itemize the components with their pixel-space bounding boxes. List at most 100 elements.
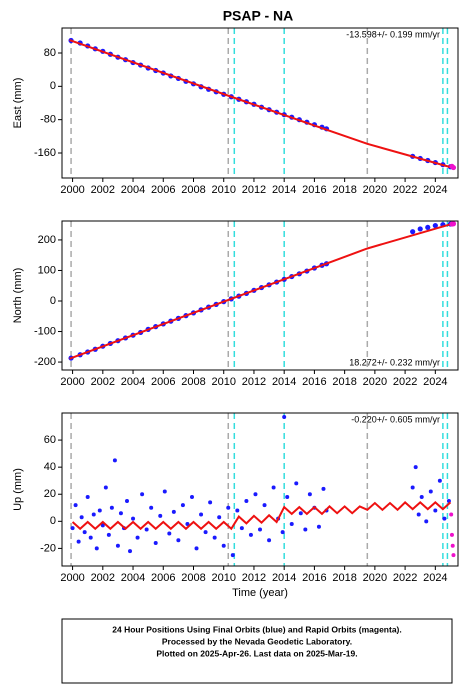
data-point: [85, 494, 90, 499]
data-point: [76, 539, 81, 544]
data-point: [298, 511, 303, 516]
data-point: [428, 489, 433, 494]
data-point: [282, 415, 287, 420]
data-point: [221, 543, 226, 548]
y-tick-label: 20: [44, 488, 56, 500]
data-point: [258, 527, 262, 532]
data-point: [185, 522, 190, 527]
plot-frame: [61, 220, 459, 371]
data-point: [442, 516, 447, 521]
x-tick-label: 2014: [272, 376, 296, 388]
chart-title: PSAP - NA: [223, 8, 294, 24]
data-point: [450, 221, 457, 227]
data-point: [248, 532, 253, 537]
rate-annotation: 18.272+/- 0.232 mm/yr: [349, 357, 440, 367]
x-tick-label: 2018: [332, 184, 356, 196]
data-point: [115, 543, 120, 548]
data-point: [451, 553, 456, 558]
x-tick-label: 2018: [332, 572, 356, 584]
data-point: [189, 494, 194, 499]
plot-frame: [61, 27, 459, 179]
data-point: [118, 511, 123, 516]
data-point: [149, 505, 154, 510]
x-tick-label: 2022: [393, 572, 417, 584]
x-tick-label: 2006: [151, 572, 175, 584]
data-point: [203, 530, 208, 535]
x-tick-label: 2008: [181, 376, 205, 388]
plot-area: [70, 413, 456, 566]
x-tick-label: 2002: [91, 376, 115, 388]
x-axis-label: Time (year): [232, 587, 288, 599]
x-tick-label: 2010: [211, 376, 235, 388]
data-point: [410, 229, 416, 235]
data-point: [144, 527, 149, 532]
data-point: [158, 513, 163, 518]
x-tick-label: 2012: [242, 376, 266, 388]
x-tick-label: 2002: [91, 572, 115, 584]
data-point: [253, 492, 258, 497]
data-point: [432, 222, 438, 229]
data-point: [79, 515, 84, 520]
data-point: [94, 546, 99, 551]
data-point: [135, 535, 140, 540]
y-axis-label: East (mm): [12, 78, 24, 129]
data-point: [167, 531, 172, 536]
y-tick-label: 200: [38, 234, 56, 246]
data-point: [97, 508, 102, 513]
data-point: [128, 549, 133, 554]
y-tick-label: -200: [34, 356, 56, 368]
y-axis-label: North (mm): [12, 268, 24, 324]
data-point: [294, 481, 299, 486]
data-point: [235, 508, 240, 513]
y-tick-label: 0: [50, 80, 56, 92]
data-point: [153, 540, 158, 545]
footer-line: Processed by the Nevada Geodetic Laborat…: [162, 636, 352, 646]
data-point: [212, 535, 217, 540]
data-point: [321, 486, 326, 491]
data-point: [244, 499, 249, 504]
data-point: [433, 508, 438, 513]
y-tick-label: 60: [44, 434, 56, 446]
y-tick-label: 40: [44, 461, 56, 473]
model-line: [71, 500, 452, 531]
x-tick-label: 2014: [272, 572, 296, 584]
data-point: [226, 505, 231, 510]
footer-box: [61, 618, 453, 684]
rate-annotation: -0.220+/- 0.605 mm/yr: [351, 414, 440, 424]
model-line: [69, 222, 454, 360]
data-point: [103, 485, 108, 490]
data-point: [73, 503, 78, 508]
plot-frame: [61, 412, 459, 567]
data-point: [176, 538, 181, 543]
y-tick-label: 0: [50, 295, 56, 307]
y-tick-label: -100: [34, 325, 56, 337]
data-point: [437, 478, 442, 483]
x-tick-label: 2000: [60, 376, 84, 388]
data-point: [100, 523, 105, 528]
x-tick-label: 2014: [272, 184, 296, 196]
x-tick-label: 2016: [302, 376, 326, 388]
x-tick-label: 2000: [60, 184, 84, 196]
y-tick-label: -160: [34, 147, 56, 159]
data-point: [449, 532, 454, 537]
data-point: [199, 512, 204, 517]
y-axis-label: Up (mm): [12, 468, 24, 511]
x-tick-label: 2004: [121, 376, 145, 388]
data-point: [140, 492, 145, 497]
x-tick-label: 2022: [393, 184, 417, 196]
x-tick-label: 2020: [363, 376, 387, 388]
x-tick-label: 2016: [302, 572, 326, 584]
y-tick-label: -80: [40, 114, 56, 126]
data-point: [109, 505, 114, 510]
y-tick-label: 0: [50, 515, 56, 527]
x-tick-label: 2016: [302, 184, 326, 196]
data-point: [217, 515, 222, 520]
plot-area: [68, 221, 457, 370]
data-point: [70, 526, 75, 531]
data-point: [131, 516, 136, 521]
data-point: [162, 489, 167, 494]
x-tick-label: 2020: [363, 184, 387, 196]
data-point: [171, 509, 176, 514]
data-point: [194, 546, 199, 551]
